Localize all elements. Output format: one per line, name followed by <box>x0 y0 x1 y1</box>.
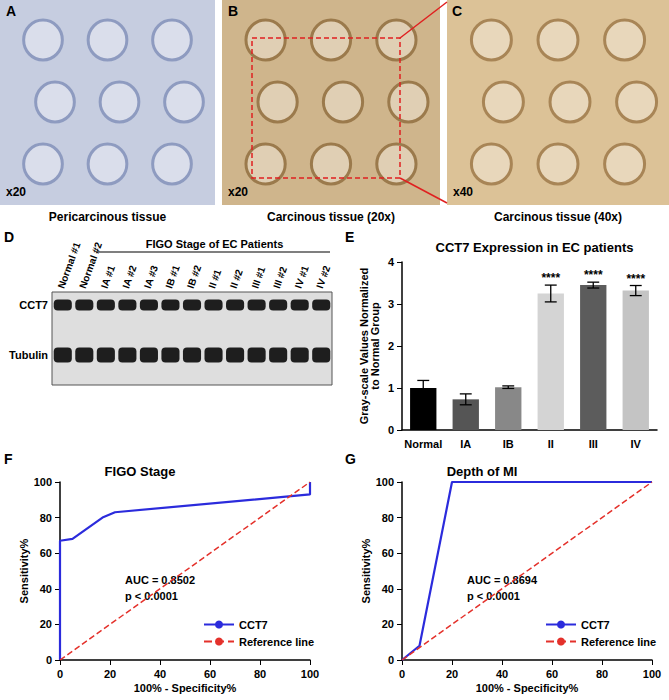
svg-text:Sensitivity%: Sensitivity% <box>18 538 30 603</box>
svg-text:III #2: III #2 <box>271 265 289 290</box>
svg-text:Normal #2: Normal #2 <box>77 240 104 290</box>
svg-text:p < 0.0001: p < 0.0001 <box>125 590 178 602</box>
svg-text:20: 20 <box>40 618 52 630</box>
svg-text:100: 100 <box>301 668 319 680</box>
svg-text:p < 0.0001: p < 0.0001 <box>467 590 520 602</box>
svg-text:Pericarcinous tissue: Pericarcinous tissue <box>49 210 167 224</box>
svg-text:Reference line: Reference line <box>239 636 314 648</box>
svg-text:IV: IV <box>631 438 642 450</box>
svg-text:3: 3 <box>388 298 394 310</box>
svg-text:x20: x20 <box>228 185 248 199</box>
svg-text:20: 20 <box>104 668 116 680</box>
svg-text:II #1: II #1 <box>206 267 223 289</box>
svg-text:40: 40 <box>496 668 508 680</box>
svg-text:0: 0 <box>388 424 394 436</box>
svg-text:Depth of MI: Depth of MI <box>447 464 518 479</box>
svg-text:CCT7: CCT7 <box>581 619 610 631</box>
svg-text:AUC = 0.8502: AUC = 0.8502 <box>125 574 195 586</box>
svg-text:60: 60 <box>382 547 394 559</box>
svg-text:80: 80 <box>596 668 608 680</box>
svg-text:****: **** <box>541 271 560 285</box>
svg-text:E: E <box>345 229 354 245</box>
svg-text:IV #2: IV #2 <box>314 264 332 290</box>
svg-text:Reference line: Reference line <box>581 636 656 648</box>
svg-text:D: D <box>4 229 14 245</box>
svg-text:IB: IB <box>503 438 514 450</box>
svg-text:80: 80 <box>254 668 266 680</box>
svg-text:G: G <box>345 451 356 467</box>
svg-text:60: 60 <box>40 547 52 559</box>
svg-text:Carcinous tissue (40x): Carcinous tissue (40x) <box>494 210 622 224</box>
svg-text:AUC = 0.8694: AUC = 0.8694 <box>467 574 538 586</box>
svg-text:CCT7 Expression in EC patients: CCT7 Expression in EC patients <box>436 240 634 255</box>
svg-text:100% - Specificity%: 100% - Specificity% <box>476 682 579 694</box>
svg-text:100% - Specificity%: 100% - Specificity% <box>134 682 237 694</box>
svg-text:Normal: Normal <box>404 438 442 450</box>
svg-text:100: 100 <box>643 668 661 680</box>
svg-text:Normal #1: Normal #1 <box>55 240 83 290</box>
svg-text:40: 40 <box>40 583 52 595</box>
svg-text:C: C <box>452 3 462 19</box>
svg-text:80: 80 <box>382 512 394 524</box>
svg-text:II: II <box>548 438 554 450</box>
svg-text:II #2: II #2 <box>228 267 245 289</box>
svg-text:2: 2 <box>388 340 394 352</box>
svg-text:4: 4 <box>388 256 395 268</box>
svg-text:FIGO Stage of EC Patients: FIGO Stage of EC Patients <box>146 238 284 250</box>
svg-text:40: 40 <box>382 583 394 595</box>
svg-text:CCT7: CCT7 <box>19 299 48 311</box>
svg-text:100: 100 <box>376 476 394 488</box>
svg-text:CCT7: CCT7 <box>239 619 268 631</box>
svg-text:x20: x20 <box>6 185 26 199</box>
svg-text:IB #2: IB #2 <box>185 263 204 290</box>
svg-text:IA #3: IA #3 <box>142 264 161 290</box>
svg-text:FIGO Stage: FIGO Stage <box>105 464 176 479</box>
svg-text:****: **** <box>584 268 603 282</box>
svg-text:III #1: III #1 <box>249 265 267 290</box>
svg-text:F: F <box>4 451 13 467</box>
svg-text:to Normal Group: to Normal Group <box>369 302 381 390</box>
svg-text:0: 0 <box>57 668 63 680</box>
svg-text:0: 0 <box>46 654 52 666</box>
svg-text:IA #2: IA #2 <box>120 264 139 290</box>
svg-text:100: 100 <box>34 476 52 488</box>
svg-text:IA #1: IA #1 <box>99 264 118 290</box>
svg-text:0: 0 <box>399 668 405 680</box>
svg-text:x40: x40 <box>453 185 473 199</box>
svg-text:20: 20 <box>446 668 458 680</box>
svg-text:IB #1: IB #1 <box>163 263 182 290</box>
svg-text:80: 80 <box>40 512 52 524</box>
svg-text:0: 0 <box>388 654 394 666</box>
svg-text:20: 20 <box>382 618 394 630</box>
svg-text:Carcinous tissue (20x): Carcinous tissue (20x) <box>267 210 395 224</box>
svg-text:60: 60 <box>546 668 558 680</box>
svg-text:A: A <box>6 3 16 19</box>
svg-text:1: 1 <box>388 382 394 394</box>
svg-text:Tubulin: Tubulin <box>9 349 48 361</box>
svg-text:IV #1: IV #1 <box>293 264 311 290</box>
svg-text:Sensitivity%: Sensitivity% <box>360 538 372 603</box>
svg-text:60: 60 <box>204 668 216 680</box>
svg-text:****: **** <box>626 272 645 286</box>
svg-text:IA: IA <box>460 438 471 450</box>
svg-text:Gray-scale Values Normalized: Gray-scale Values Normalized <box>357 267 370 425</box>
svg-text:B: B <box>228 3 238 19</box>
svg-text:40: 40 <box>154 668 166 680</box>
svg-text:III: III <box>589 438 598 450</box>
